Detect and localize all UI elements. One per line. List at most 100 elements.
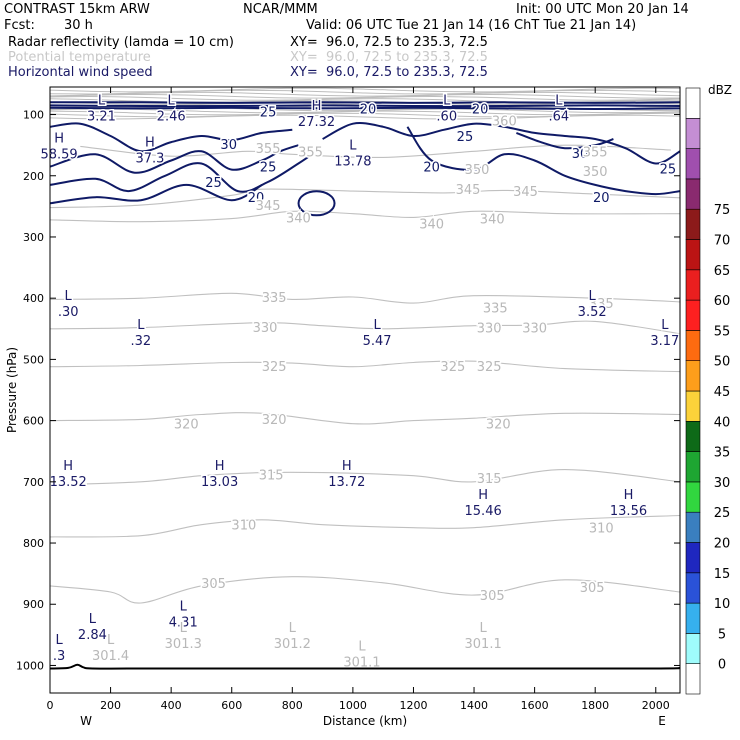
theta-label: 315 — [477, 472, 502, 487]
colorbar-level-label: 35 — [714, 446, 731, 461]
extremum-marker: L — [107, 633, 115, 648]
wind-speed-label: 25 — [260, 161, 277, 176]
y-tick-label: 200 — [23, 170, 44, 183]
colorbar-level-label: 5 — [718, 627, 726, 642]
wind-speed-label: 30 — [572, 147, 589, 162]
theta-label: 355 — [256, 142, 281, 157]
theta-contour-335 — [50, 292, 680, 304]
contour-labels: 25 20 20 25 30 25 25 20 20 30 25 20 355 355 355 350 350 3… — [39, 92, 681, 672]
extremum-value: 3.52 — [578, 305, 607, 320]
init-time: Init: 00 UTC Mon 20 Jan 14 — [516, 2, 689, 17]
theta-label: 305 — [201, 577, 226, 592]
extremum-marker: L — [358, 639, 366, 654]
extremum-value: 13.52 — [50, 475, 87, 490]
colorbar-swatch — [685, 542, 701, 574]
extremum-marker: H — [478, 488, 488, 503]
x-tick-label: 0 — [47, 699, 54, 712]
theta-label: 315 — [259, 468, 284, 483]
colorbar-level-label: 45 — [714, 385, 731, 400]
extremum-marker: H — [63, 459, 73, 474]
wind-contours — [50, 101, 680, 217]
extremum-marker: L — [349, 139, 357, 154]
colorbar-level-label: 0 — [718, 658, 726, 673]
colorbar-level-label: 15 — [714, 567, 731, 582]
colorbar-swatch — [685, 511, 701, 543]
colorbar-level-label: 50 — [714, 355, 731, 370]
extremum-value: 5.47 — [363, 334, 392, 349]
theta-label: 330 — [522, 322, 547, 337]
wind-speed-label: 25 — [260, 105, 277, 120]
theta-contour-305 — [50, 576, 680, 604]
y-tick-label: 400 — [23, 292, 44, 305]
extremum-value: 3.21 — [87, 109, 116, 124]
colorbar-unit: dBZ — [708, 83, 732, 97]
wind-speed-label: 20 — [423, 161, 440, 176]
extremum-value: .3 — [53, 649, 65, 664]
field-reflectivity-xy: XY= 96.0, 72.5 to 235.3, 72.5 — [290, 35, 488, 50]
extremum-value: 301.1 — [465, 637, 502, 652]
wind-contour-25-left — [50, 144, 299, 174]
theta-label: 350 — [465, 163, 490, 178]
colorbar-swatch — [685, 390, 701, 422]
y-tick-label: 100 — [23, 109, 44, 122]
wind-speed-label: 20 — [360, 102, 377, 117]
theta-label: 345 — [456, 183, 481, 198]
extremum-value: .32 — [131, 334, 152, 349]
theta-label: 320 — [262, 413, 287, 428]
fcst-label: Fcst: — [4, 18, 35, 33]
x-tick-label: 600 — [221, 699, 242, 712]
theta-label: 355 — [583, 145, 608, 160]
colorbar-swatch — [685, 269, 701, 301]
colorbar-swatch — [685, 360, 701, 392]
strat-theta-line — [50, 95, 680, 101]
extremum-marker: L — [55, 633, 63, 648]
x-tick-label: 800 — [282, 699, 303, 712]
wind-contour-20-left — [50, 150, 318, 193]
colorbar-level-label: 25 — [714, 506, 731, 521]
extremum-value: 27.32 — [298, 115, 335, 130]
terrain-line — [50, 663, 680, 670]
field-theta: Potential temperature — [8, 50, 151, 65]
wind-contour-30-right — [516, 131, 614, 150]
extremum-marker: H — [54, 131, 64, 146]
extremum-value: 301.4 — [92, 649, 129, 664]
theta-contour-330 — [50, 320, 680, 335]
colorbar-swatch — [685, 330, 701, 361]
colorbar-level-label: 30 — [714, 476, 731, 491]
theta-label: 335 — [483, 301, 508, 316]
x-tick-label: 200 — [100, 699, 121, 712]
colorbar-level-label: 75 — [714, 203, 731, 218]
plot-frame — [49, 86, 681, 694]
extremum-value: 3.17 — [650, 334, 679, 349]
west-label: W — [80, 714, 92, 728]
x-tick-label: 1800 — [581, 699, 609, 712]
extremum-value: 2.84 — [78, 628, 107, 643]
extremum-marker: L — [180, 621, 188, 636]
extremum-value: 37.3 — [135, 152, 164, 167]
theta-label: 325 — [440, 360, 465, 375]
field-wind-xy: XY= 96.0, 72.5 to 235.3, 72.5 — [290, 65, 488, 80]
x-tick-label: 1000 — [339, 699, 367, 712]
colorbar-level-label: 40 — [714, 415, 731, 430]
extremum-value: 4.31 — [169, 616, 198, 631]
colorbar-level-label: 20 — [714, 537, 731, 552]
extremum-value: .64 — [549, 109, 570, 124]
theta-contours — [50, 144, 680, 604]
theta-contour-315 — [50, 469, 680, 486]
y-tick-label: 300 — [23, 231, 44, 244]
theta-label: 310 — [589, 522, 614, 537]
theta-label: 345 — [256, 199, 281, 214]
wind-contour-20-low — [50, 183, 263, 205]
x-tick-label: 400 — [161, 699, 182, 712]
extremum-value: 13.78 — [334, 155, 371, 170]
wind-contour-25-mid — [322, 122, 680, 165]
valid-time: Valid: 06 UTC Tue 21 Jan 14 (16 ChT Tue … — [306, 18, 637, 33]
theta-label: 340 — [286, 211, 311, 226]
field-theta-xy: XY= 96.0, 72.5 to 235.3, 72.5 — [290, 50, 488, 65]
extremum-marker: L — [289, 621, 297, 636]
theta-contour-320 — [50, 412, 680, 425]
wind-speed-label: 20 — [248, 191, 265, 206]
extremum-value: 13.56 — [610, 504, 647, 519]
extremum-marker: L — [480, 621, 488, 636]
extremum-marker: L — [98, 93, 106, 108]
